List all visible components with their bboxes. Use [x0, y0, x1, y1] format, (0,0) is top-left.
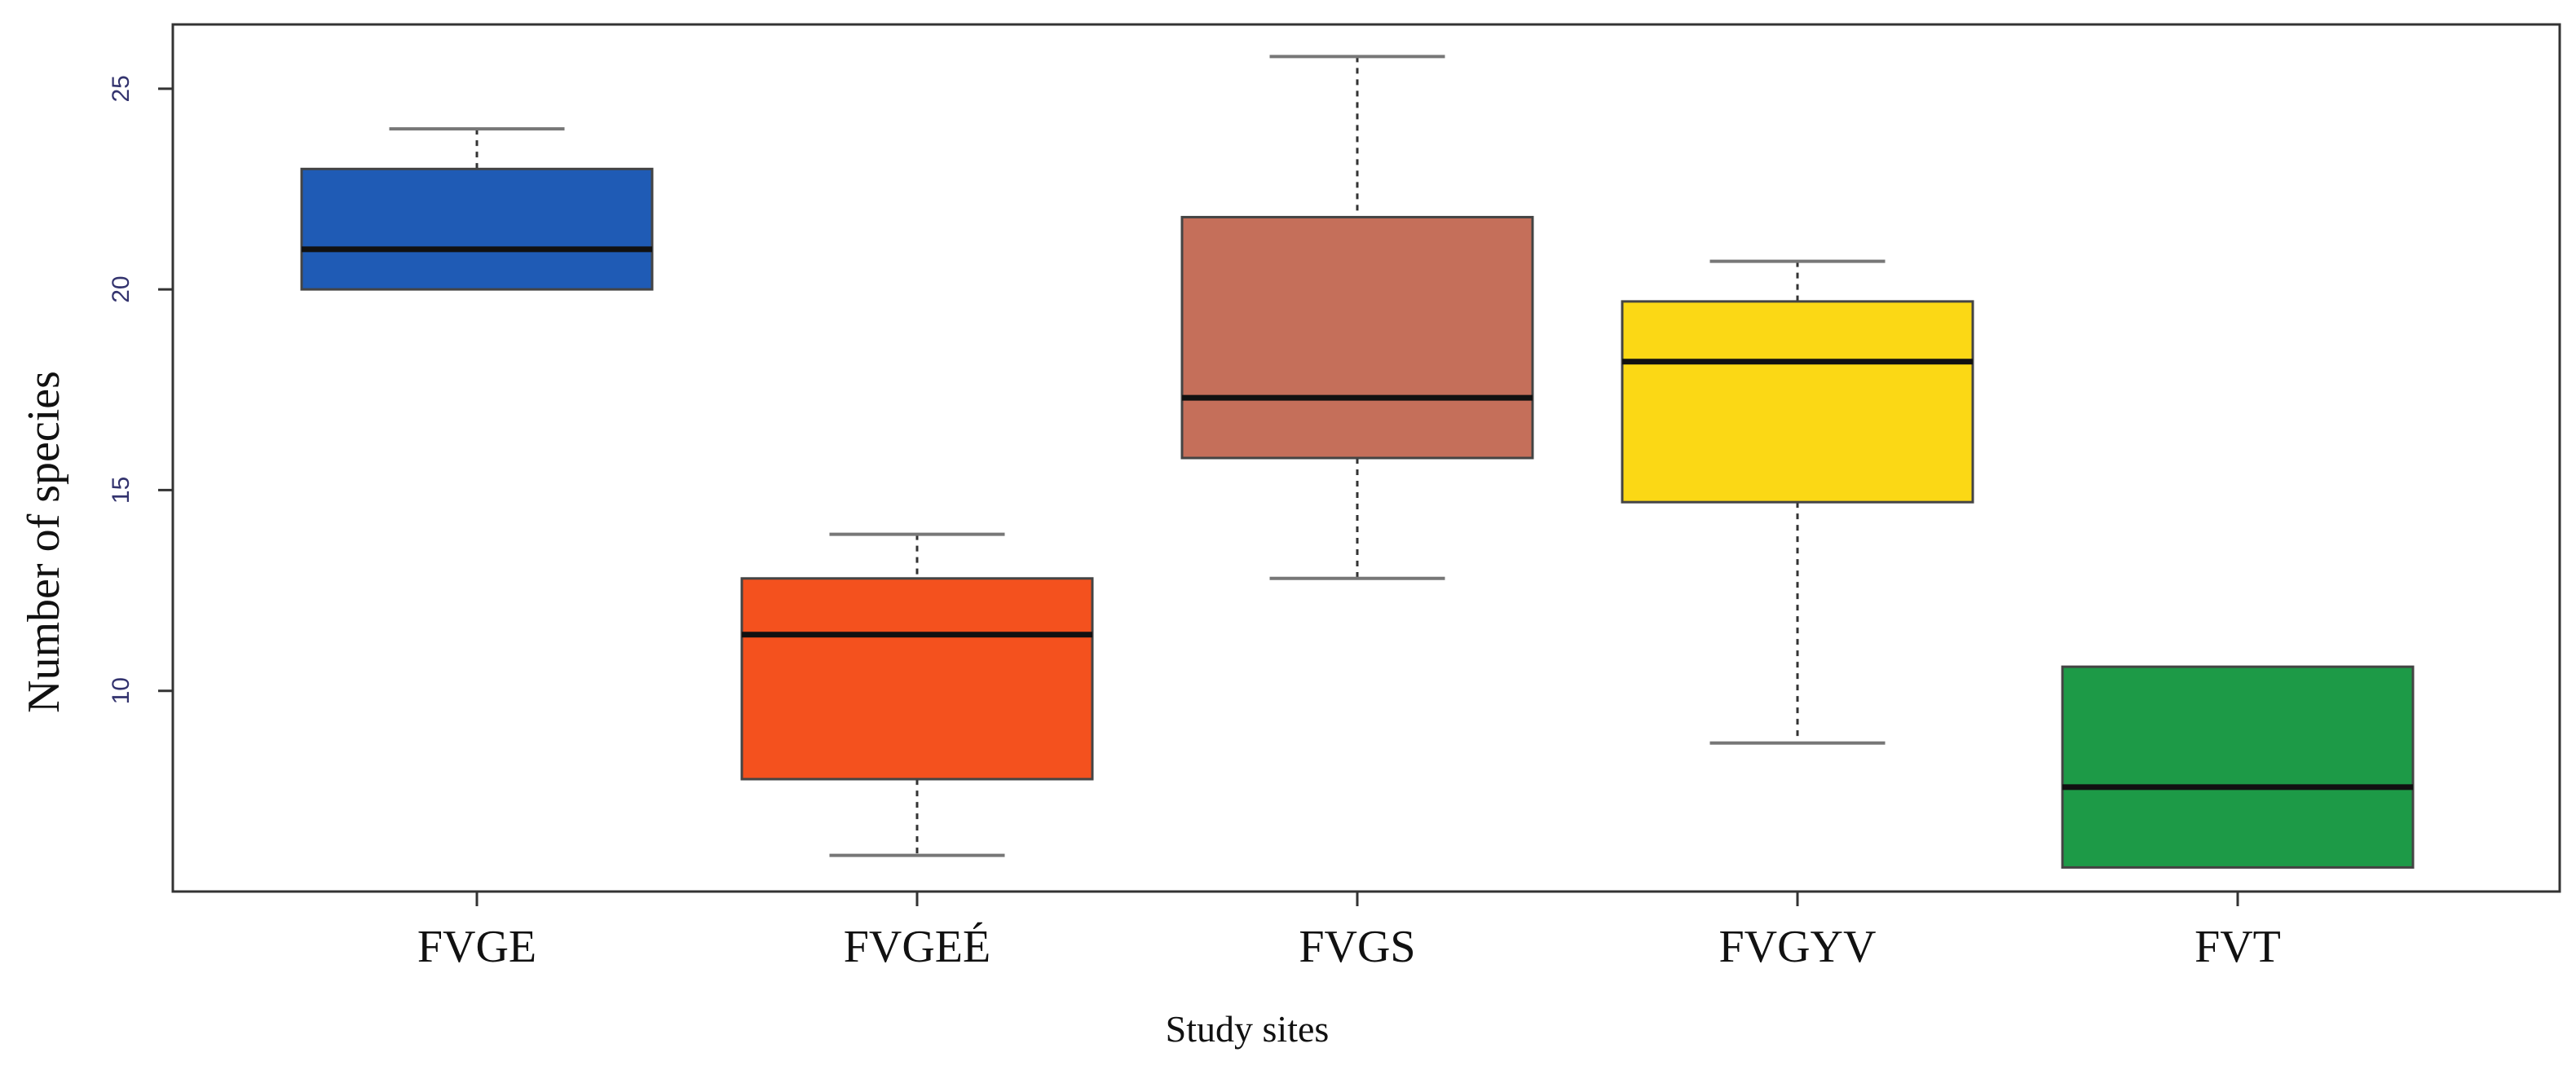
x-tick-label: FVGYV — [1719, 922, 1877, 972]
y-tick-label: 25 — [108, 75, 135, 102]
boxes — [300, 55, 2415, 869]
box-iqr — [740, 577, 1094, 781]
x-tick-label: FVGS — [1299, 922, 1415, 972]
box-iqr — [1621, 300, 1974, 504]
x-axis: FVGE FVGEÉ FVGS FVGYV FVT — [417, 892, 2281, 972]
box-fvge — [300, 127, 654, 291]
plot-frame — [171, 23, 2561, 893]
x-tick-label: FVGE — [417, 922, 536, 972]
box-fvt — [2061, 665, 2415, 869]
y-tick-label: 10 — [108, 677, 135, 704]
box-fvgeé — [740, 532, 1094, 857]
y-axis-label: Number of species — [19, 371, 69, 713]
y-axis: 10 15 20 25 — [108, 75, 173, 704]
y-tick-label: 15 — [108, 477, 135, 504]
box-iqr — [1180, 215, 1534, 460]
x-axis-label: Study sites — [1166, 1008, 1330, 1050]
x-tick-label: FVT — [2194, 922, 2281, 972]
box-iqr — [2061, 665, 2415, 869]
x-tick-label: FVGEÉ — [844, 922, 990, 972]
y-tick-label: 20 — [108, 275, 135, 302]
box-fvgyv — [1621, 259, 1974, 745]
box-iqr — [300, 167, 654, 291]
box-fvgs — [1180, 55, 1534, 580]
